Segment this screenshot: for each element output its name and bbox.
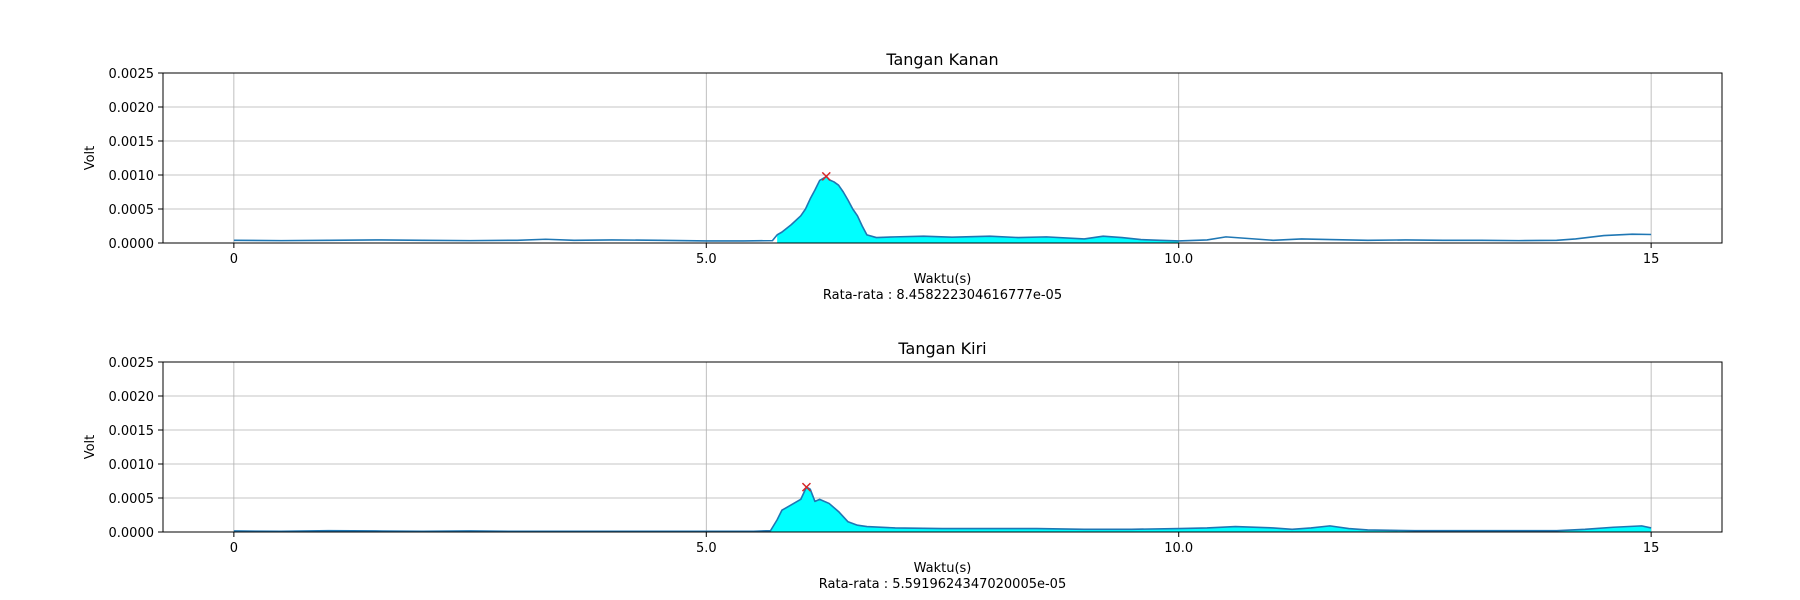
signal-fill-area bbox=[233, 487, 1652, 532]
x-tick-label: 10.0 bbox=[1164, 252, 1193, 267]
peak-marker-stroke bbox=[801, 482, 811, 492]
y-tick-label: 0.0015 bbox=[109, 424, 155, 439]
y-tick-label: 0.0010 bbox=[109, 169, 155, 184]
x-tick-label: 15 bbox=[1643, 541, 1660, 556]
peak-marker bbox=[801, 482, 811, 492]
signal-fill-area bbox=[777, 176, 1179, 243]
y-axis-label: Volt bbox=[83, 146, 98, 171]
average-note: Rata-rata : 8.458222304616777e-05 bbox=[823, 288, 1062, 303]
y-tick-label: 0.0000 bbox=[109, 237, 155, 252]
peak-marker-stroke bbox=[821, 171, 831, 181]
y-tick-label: 0.0000 bbox=[109, 526, 155, 541]
y-tick-label: 0.0005 bbox=[109, 203, 155, 218]
x-tick-label: 0 bbox=[230, 541, 238, 556]
x-axis-label: Waktu(s) bbox=[914, 272, 972, 287]
y-axis-label: Volt bbox=[83, 435, 98, 460]
signal-line bbox=[233, 486, 1652, 533]
plot-frame bbox=[162, 361, 1723, 533]
x-tick-label: 5.0 bbox=[696, 252, 717, 267]
chart-title: Tangan Kiri bbox=[897, 339, 986, 358]
chart-panel-1: 0 5.0 10.0 15 0.0000 0.0005 0.0010 0.0015 0.0020… bbox=[83, 50, 1723, 303]
signal-line bbox=[233, 175, 1652, 242]
x-axis-label: Waktu(s) bbox=[914, 561, 972, 576]
x-tick-label: 10.0 bbox=[1164, 541, 1193, 556]
average-note: Rata-rata : 5.5919624347020005e-05 bbox=[819, 577, 1066, 592]
chart-panel-2: 0 5.0 10.0 15 0.0000 0.0005 0.0010 0.0015 0.0020… bbox=[83, 339, 1723, 592]
x-tick-label: 0 bbox=[230, 252, 238, 267]
y-tick-label: 0.0025 bbox=[109, 356, 155, 371]
x-tick-label: 15 bbox=[1643, 252, 1660, 267]
x-tick-label: 5.0 bbox=[696, 541, 717, 556]
y-tick-label: 0.0020 bbox=[109, 390, 155, 405]
y-tick-label: 0.0005 bbox=[109, 492, 155, 507]
chart-title: Tangan Kanan bbox=[885, 50, 998, 69]
peak-marker bbox=[821, 171, 831, 181]
y-tick-label: 0.0010 bbox=[109, 458, 155, 473]
plot-frame bbox=[162, 72, 1723, 244]
y-tick-label: 0.0015 bbox=[109, 135, 155, 150]
y-tick-label: 0.0025 bbox=[109, 67, 155, 82]
y-tick-label: 0.0020 bbox=[109, 101, 155, 116]
